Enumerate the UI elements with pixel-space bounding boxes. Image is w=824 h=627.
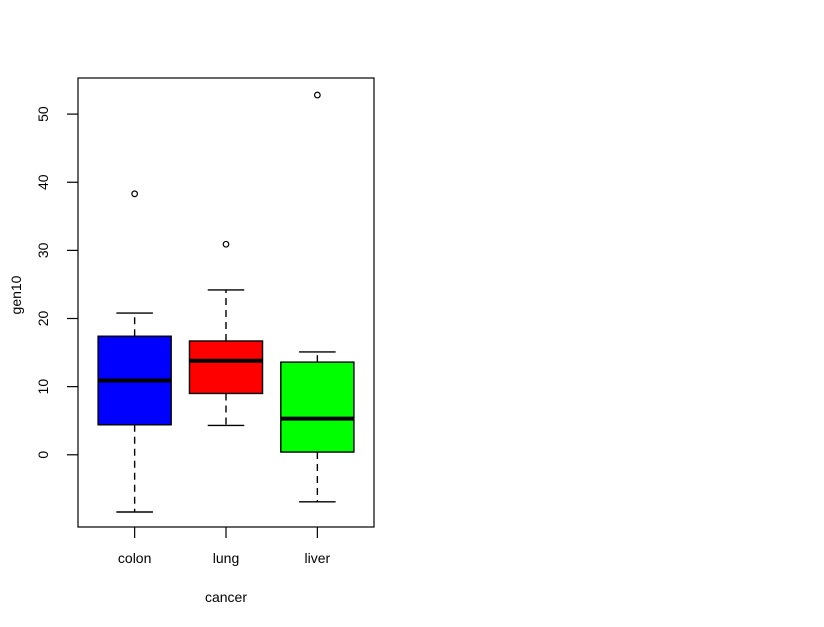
y-tick-label: 30 [35,242,51,258]
y-tick-label: 20 [35,311,51,327]
y-tick-label: 0 [35,451,51,459]
outlier-point-liver [313,91,321,99]
x-tick-label-colon: colon [118,550,151,566]
x-axis-title: cancer [205,589,247,605]
y-tick-label: 10 [35,379,51,395]
x-tick-label-liver: liver [305,550,331,566]
box-lung [188,340,264,395]
outlier-point-colon [131,190,139,198]
box-liver [280,361,355,453]
y-axis-title: gen10 [8,275,24,314]
x-tick-label-lung: lung [213,550,239,566]
y-tick-label: 50 [35,106,51,122]
y-tick-label: 40 [35,174,51,190]
outlier-point-lung [222,240,230,248]
